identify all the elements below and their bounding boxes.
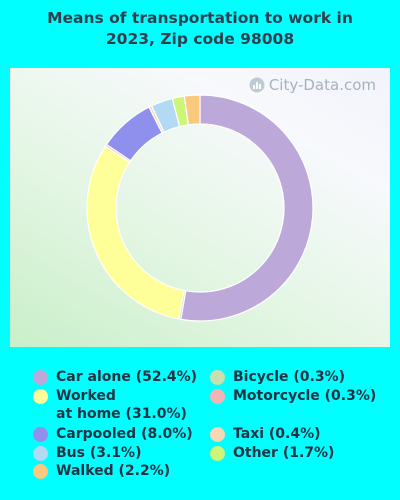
watermark-text: City-Data.com [268, 76, 376, 94]
legend-item: Carpooled (8.0%) [33, 425, 193, 443]
donut-slice-walked [183, 94, 201, 126]
legend-label: Worked at home (31.0%) [56, 388, 187, 422]
legend-swatch [33, 389, 48, 404]
legend-item: Bus (3.1%) [33, 444, 141, 462]
chart-title: Means of transportation to work in 2023,… [0, 8, 400, 50]
legend-item: Taxi (0.4%) [210, 425, 321, 443]
legend-label: Car alone (52.4%) [56, 369, 198, 385]
legend-label: Walked (2.2%) [56, 463, 171, 479]
legend-swatch [33, 464, 48, 479]
legend-swatch [33, 427, 48, 442]
legend-item: Car alone (52.4%) [33, 368, 197, 386]
legend-item: Motorcycle (0.3%) [210, 387, 376, 405]
donut-slice-car-alone [180, 94, 314, 322]
legend-label: Taxi (0.4%) [233, 426, 321, 442]
legend-label: Carpooled (8.0%) [56, 426, 193, 442]
legend-label: Motorcycle (0.3%) [233, 388, 377, 404]
legend-item: Worked at home (31.0%) [33, 387, 187, 423]
legend-swatch [210, 446, 225, 461]
legend-item: Walked (2.2%) [33, 462, 170, 480]
city-data-logo-icon [249, 77, 265, 93]
legend-label: Bus (3.1%) [56, 445, 142, 461]
legend-swatch [210, 370, 225, 385]
legend-swatch [33, 446, 48, 461]
legend-swatch [210, 389, 225, 404]
watermark: City-Data.com [249, 76, 376, 94]
chart-title-line-2: 2023, Zip code 98008 [105, 30, 295, 48]
legend-item: Other (1.7%) [210, 444, 334, 462]
legend-label: Bicycle (0.3%) [233, 369, 345, 385]
legend-item: Bicycle (0.3%) [210, 368, 345, 386]
chart-title-line-1: Means of transportation to work in [47, 9, 353, 27]
legend-swatch [33, 370, 48, 385]
legend-swatch [210, 427, 225, 442]
legend-label: Other (1.7%) [233, 445, 335, 461]
